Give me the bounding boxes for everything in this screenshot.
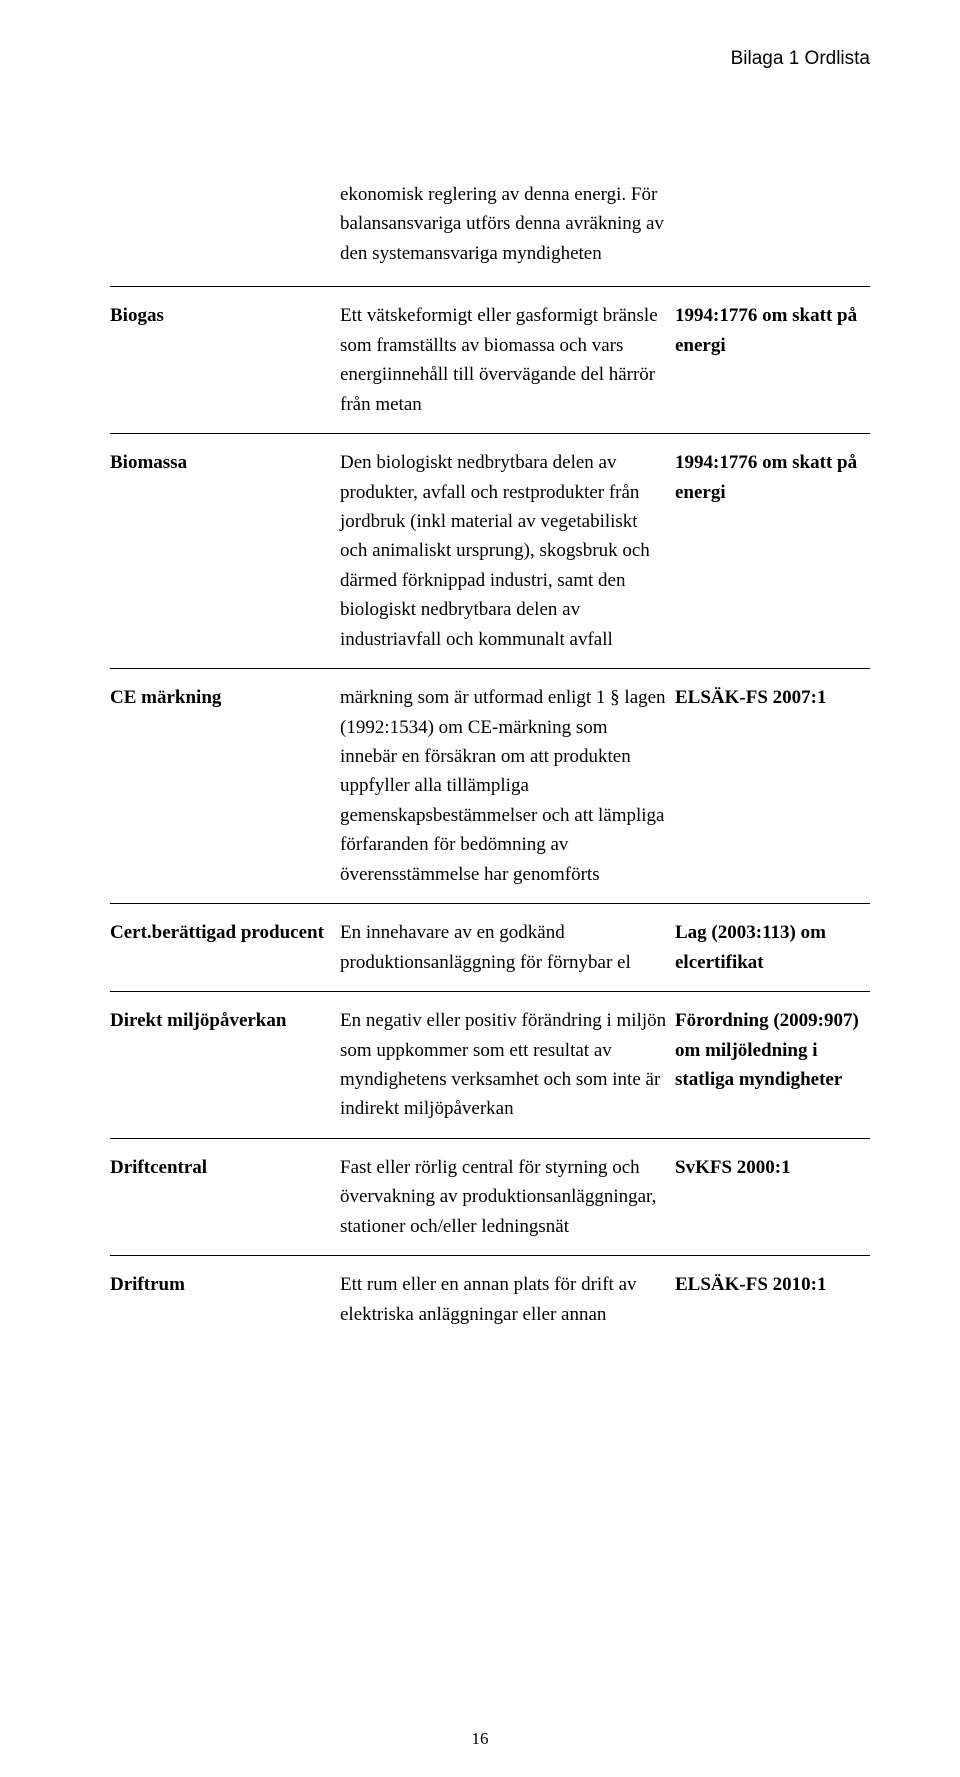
table-row: Direkt miljöpåverkanEn negativ eller pos… xyxy=(110,992,870,1139)
glossary-term: Biogas xyxy=(110,287,340,434)
glossary-source: ELSÄK-FS 2010:1 xyxy=(675,1256,870,1343)
glossary-source: Förordning (2009:907) om miljöledning i … xyxy=(675,992,870,1139)
glossary-term: Direkt miljöpåverkan xyxy=(110,992,340,1139)
glossary-definition: Ett rum eller en annan plats för drift a… xyxy=(340,1256,675,1343)
glossary-term: Cert.berättigad producent xyxy=(110,904,340,992)
glossary-definition: märkning som är utformad enligt 1 § lage… xyxy=(340,669,675,904)
table-row: DriftcentralFast eller rörlig central fö… xyxy=(110,1138,870,1255)
glossary-definition: Fast eller rörlig central för styrning o… xyxy=(340,1138,675,1255)
glossary-source: SvKFS 2000:1 xyxy=(675,1138,870,1255)
glossary-definition: Den biologiskt nedbrytbara delen av prod… xyxy=(340,434,675,669)
glossary-source: 1994:1776 om skatt på energi xyxy=(675,434,870,669)
glossary-table: BiogasEtt vätskeformigt eller gasformigt… xyxy=(110,286,870,1343)
glossary-term: Driftrum xyxy=(110,1256,340,1343)
glossary-definition: Ett vätskeformigt eller gasformigt bräns… xyxy=(340,287,675,434)
glossary-term: Driftcentral xyxy=(110,1138,340,1255)
glossary-source: 1994:1776 om skatt på energi xyxy=(675,287,870,434)
glossary-definition: En negativ eller positiv förändring i mi… xyxy=(340,992,675,1139)
page-number: 16 xyxy=(0,1729,960,1749)
table-row: DriftrumEtt rum eller en annan plats för… xyxy=(110,1256,870,1343)
glossary-source: ELSÄK-FS 2007:1 xyxy=(675,669,870,904)
glossary-term: CE märkning xyxy=(110,669,340,904)
glossary-source: Lag (2003:113) om elcertifikat xyxy=(675,904,870,992)
glossary-term: Biomassa xyxy=(110,434,340,669)
page-header: Bilaga 1 Ordlista xyxy=(110,48,870,70)
table-row: BiomassaDen biologiskt nedbrytbara delen… xyxy=(110,434,870,669)
table-row: BiogasEtt vätskeformigt eller gasformigt… xyxy=(110,287,870,434)
table-row: Cert.berättigad producentEn innehavare a… xyxy=(110,904,870,992)
table-row: CE märkning märkning som är utformad enl… xyxy=(110,669,870,904)
glossary-definition: En innehavare av en godkänd produktionsa… xyxy=(340,904,675,992)
intro-text: ekonomisk reglering av denna energi. För… xyxy=(340,180,670,268)
